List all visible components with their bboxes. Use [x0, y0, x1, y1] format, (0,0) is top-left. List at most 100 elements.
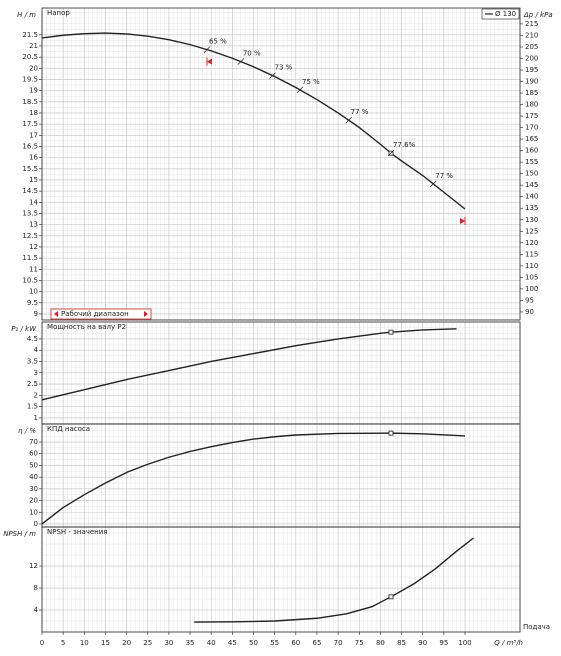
y-tick-label: 17.5 — [22, 120, 38, 128]
y-tick-label: 14.5 — [22, 187, 38, 195]
range-legend-arrow — [144, 311, 148, 317]
y-tick-label: 1 — [34, 414, 38, 422]
y-tick-label: 19 — [29, 87, 38, 95]
x-tick-label: 30 — [164, 639, 173, 647]
y2-tick-label: 205 — [525, 43, 538, 51]
legend-label: Ø 130 — [495, 10, 516, 18]
x-tick-label: 35 — [186, 639, 195, 647]
legend-box — [481, 8, 520, 20]
annotation-tick — [203, 46, 211, 53]
y2-tick-label: 90 — [525, 308, 534, 316]
annotation-label: 73 % — [275, 64, 293, 72]
y-tick-label: 16.5 — [22, 142, 38, 150]
x-tick-label: 45 — [228, 639, 237, 647]
y2-tick-label: 150 — [525, 170, 538, 178]
y-axis-label: η / % — [18, 427, 36, 435]
y2-tick-label: 165 — [525, 135, 538, 143]
x-tick-label: 50 — [249, 639, 258, 647]
y-tick-label: 13 — [29, 221, 38, 229]
annotation-label: 77 % — [435, 172, 453, 180]
y2-tick-label: 200 — [525, 54, 538, 62]
x-tick-label: 15 — [101, 639, 110, 647]
annotation-label: 65 % — [209, 38, 227, 46]
annotation-tick — [430, 180, 437, 188]
y-axis-label: P₂ / kW — [11, 325, 37, 333]
y2-tick-label: 135 — [525, 204, 538, 212]
range-start — [206, 58, 212, 65]
y2-tick-label: 145 — [525, 181, 538, 189]
x-tick-label: 85 — [397, 639, 406, 647]
y-tick-label: 9 — [34, 310, 38, 318]
annotation-tick — [387, 149, 395, 157]
x-tick-label: 20 — [122, 639, 131, 647]
y2-tick-label: 190 — [525, 78, 538, 86]
y-tick-label: 21.5 — [22, 31, 38, 39]
y-tick-label: 20 — [29, 497, 38, 505]
y-tick-label: 40 — [29, 473, 38, 481]
x-tick-label: 60 — [291, 639, 300, 647]
plot-frame — [41, 526, 521, 633]
range-legend-box — [50, 308, 152, 320]
panel-title: КПД насоса — [47, 425, 90, 433]
y-tick-label: 70 — [29, 438, 38, 446]
annotation-tick — [237, 58, 245, 65]
data-line — [41, 432, 466, 525]
y2-tick-label: 115 — [525, 250, 538, 258]
y2-tick-label: 100 — [525, 285, 538, 293]
x-tick-label: 75 — [355, 639, 364, 647]
y-tick-label: 8 — [34, 584, 38, 592]
y-tick-label: 11.5 — [22, 254, 38, 262]
x-tick-label: 0 — [40, 639, 44, 647]
x-tick-label: 80 — [376, 639, 385, 647]
y2-tick-label: 155 — [525, 158, 538, 166]
x-tick-label: 25 — [143, 639, 152, 647]
y-tick-label: 18.5 — [22, 98, 38, 106]
y2-tick-label: 170 — [525, 124, 538, 132]
y-tick-label: 13.5 — [22, 209, 38, 217]
y-tick-label: 4 — [34, 606, 39, 614]
y2-tick-label: 105 — [525, 273, 538, 281]
y-tick-label: 9.5 — [27, 299, 38, 307]
annotation-tick — [296, 86, 304, 94]
y-tick-label: 4 — [34, 346, 39, 354]
y2-tick-label: 210 — [525, 31, 538, 39]
y-tick-label: 3 — [34, 369, 38, 377]
y-tick-label: 60 — [29, 450, 38, 458]
plot-frame — [41, 7, 521, 321]
y-tick-label: 14 — [29, 198, 38, 206]
y-tick-label: 12 — [29, 243, 38, 251]
y-tick-label: 11 — [29, 265, 38, 273]
y-tick-label: 20.5 — [22, 53, 38, 61]
panel-title: Напор — [47, 9, 70, 17]
x-tick-label: 90 — [418, 639, 427, 647]
y-tick-label: 30 — [29, 485, 38, 493]
annotation-label: 70 % — [243, 50, 261, 58]
y-tick-label: 10 — [29, 508, 38, 516]
range-end — [460, 218, 466, 225]
y-tick-label: 12 — [29, 562, 38, 570]
y2-tick-label: 140 — [525, 193, 538, 201]
annotation-tick — [345, 116, 352, 124]
y2-tick-label: 215 — [525, 20, 538, 28]
y2-tick-label: 175 — [525, 112, 538, 120]
y-tick-label: 2 — [34, 391, 38, 399]
x-axis-caption: Подача — [523, 623, 550, 631]
range-legend-label: Рабочий диапазон — [61, 310, 129, 318]
x-tick-label: 100 — [458, 639, 471, 647]
y2-tick-label: 95 — [525, 296, 534, 304]
y-tick-label: 50 — [29, 461, 38, 469]
y2-tick-label: 195 — [525, 66, 538, 74]
y-tick-label: 16 — [29, 154, 38, 162]
y2-tick-label: 130 — [525, 216, 538, 224]
y-axis-label: H / m — [17, 11, 36, 19]
y-tick-label: 18 — [29, 109, 38, 117]
y2-tick-label: 110 — [525, 262, 538, 270]
y2-tick-label: 125 — [525, 227, 538, 235]
y-tick-label: 12.5 — [22, 232, 38, 240]
duty-point — [388, 329, 394, 335]
duty-point — [388, 594, 394, 600]
y-tick-label: 21 — [29, 42, 38, 50]
y-tick-label: 20 — [29, 64, 38, 72]
data-line — [41, 328, 457, 401]
